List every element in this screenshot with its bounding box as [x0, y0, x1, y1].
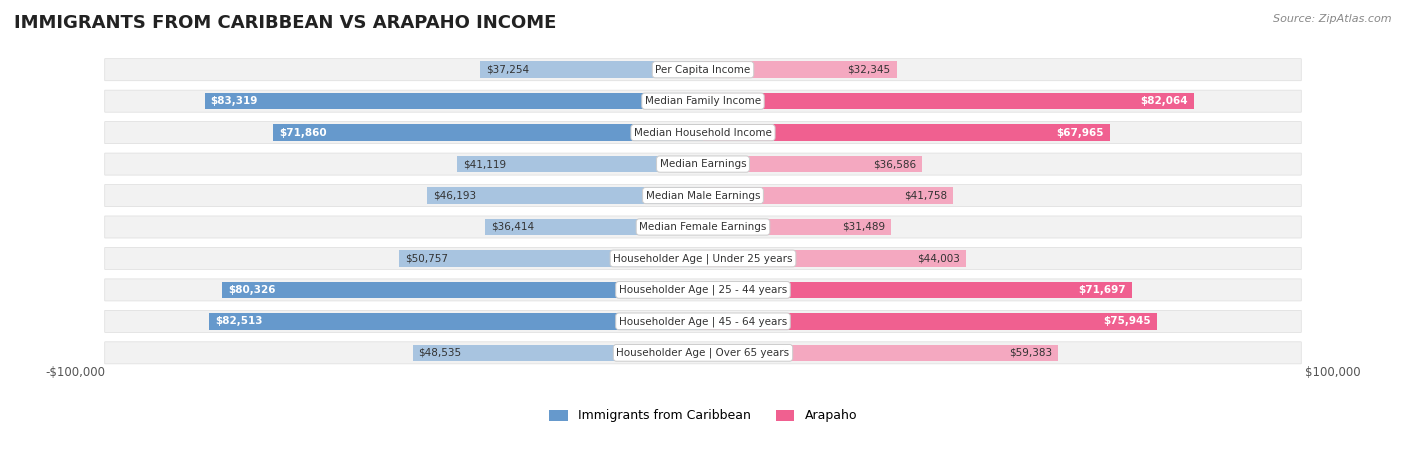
FancyBboxPatch shape: [104, 216, 1302, 238]
Bar: [703, 156, 922, 172]
Text: $82,513: $82,513: [215, 316, 263, 326]
Bar: [457, 156, 703, 172]
Text: Per Capita Income: Per Capita Income: [655, 65, 751, 75]
Text: $41,119: $41,119: [463, 159, 506, 169]
Bar: [703, 124, 1109, 141]
Text: $75,945: $75,945: [1104, 316, 1152, 326]
Text: Householder Age | 45 - 64 years: Householder Age | 45 - 64 years: [619, 316, 787, 326]
Text: Median Household Income: Median Household Income: [634, 127, 772, 138]
Text: $36,414: $36,414: [491, 222, 534, 232]
Bar: [204, 93, 703, 109]
Bar: [703, 345, 1059, 361]
Legend: Immigrants from Caribbean, Arapaho: Immigrants from Caribbean, Arapaho: [544, 404, 862, 427]
FancyBboxPatch shape: [104, 248, 1302, 269]
Text: $31,489: $31,489: [842, 222, 886, 232]
Bar: [485, 219, 703, 235]
Text: $36,586: $36,586: [873, 159, 915, 169]
Text: Median Family Income: Median Family Income: [645, 96, 761, 106]
Bar: [273, 124, 703, 141]
Bar: [703, 62, 897, 78]
Bar: [703, 313, 1157, 330]
Bar: [703, 282, 1132, 298]
Bar: [703, 250, 966, 267]
Text: -$100,000: -$100,000: [45, 366, 105, 379]
Text: $37,254: $37,254: [486, 65, 529, 75]
Text: $83,319: $83,319: [211, 96, 257, 106]
Text: $41,758: $41,758: [904, 191, 946, 200]
Text: $44,003: $44,003: [917, 254, 960, 263]
Bar: [399, 250, 703, 267]
Text: Median Male Earnings: Median Male Earnings: [645, 191, 761, 200]
Bar: [209, 313, 703, 330]
Text: $71,860: $71,860: [278, 127, 326, 138]
Text: $32,345: $32,345: [848, 65, 890, 75]
FancyBboxPatch shape: [104, 342, 1302, 364]
Bar: [412, 345, 703, 361]
Text: $71,697: $71,697: [1078, 285, 1126, 295]
FancyBboxPatch shape: [104, 90, 1302, 112]
Text: $67,965: $67,965: [1056, 127, 1104, 138]
Text: Householder Age | Under 25 years: Householder Age | Under 25 years: [613, 253, 793, 264]
FancyBboxPatch shape: [104, 121, 1302, 144]
FancyBboxPatch shape: [104, 59, 1302, 81]
Text: Householder Age | Over 65 years: Householder Age | Over 65 years: [616, 347, 790, 358]
Text: Median Female Earnings: Median Female Earnings: [640, 222, 766, 232]
Text: $80,326: $80,326: [228, 285, 276, 295]
Bar: [703, 187, 953, 204]
FancyBboxPatch shape: [104, 311, 1302, 333]
Bar: [479, 62, 703, 78]
Bar: [703, 219, 891, 235]
Text: Householder Age | 25 - 44 years: Householder Age | 25 - 44 years: [619, 285, 787, 295]
Text: IMMIGRANTS FROM CARIBBEAN VS ARAPAHO INCOME: IMMIGRANTS FROM CARIBBEAN VS ARAPAHO INC…: [14, 14, 557, 32]
Text: Median Earnings: Median Earnings: [659, 159, 747, 169]
Text: $46,193: $46,193: [433, 191, 475, 200]
FancyBboxPatch shape: [104, 153, 1302, 175]
Text: Source: ZipAtlas.com: Source: ZipAtlas.com: [1274, 14, 1392, 24]
Bar: [426, 187, 703, 204]
Text: $50,757: $50,757: [405, 254, 449, 263]
Bar: [222, 282, 703, 298]
Text: $48,535: $48,535: [419, 348, 461, 358]
Text: $82,064: $82,064: [1140, 96, 1188, 106]
Bar: [703, 93, 1194, 109]
Text: $100,000: $100,000: [1305, 366, 1361, 379]
Text: $59,383: $59,383: [1010, 348, 1052, 358]
FancyBboxPatch shape: [104, 279, 1302, 301]
FancyBboxPatch shape: [104, 184, 1302, 206]
